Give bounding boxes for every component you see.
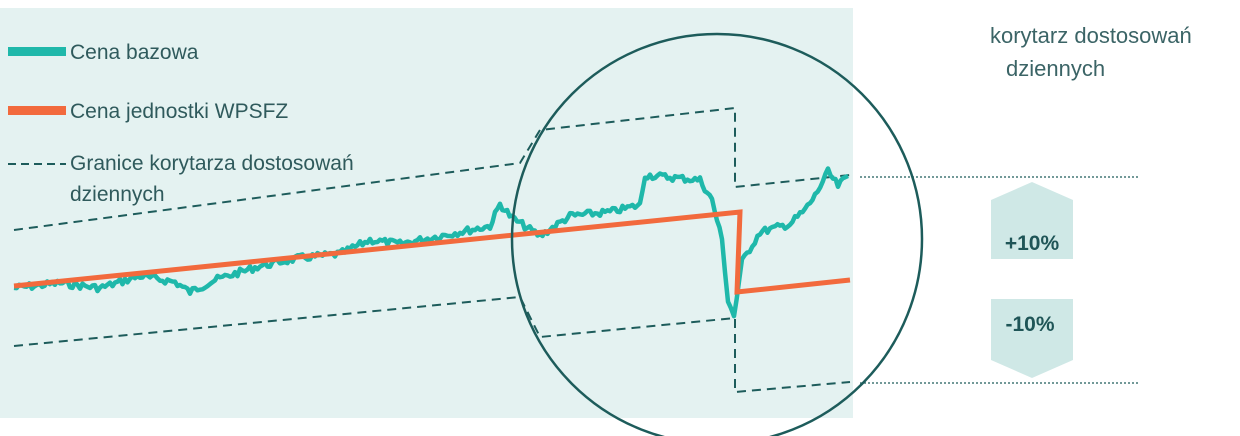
legend-label-unit-price: Cena jednostki WPSFZ: [70, 100, 288, 123]
corridor-bounds: [13, 106, 851, 394]
upper-badge-shape: [991, 182, 1073, 259]
legend-swatch-base-price: [8, 47, 66, 56]
side-label-line2: dziennych: [1006, 56, 1105, 81]
legend: Cena bazowa Cena jednostki WPSFZ Granice…: [8, 41, 354, 206]
side-label-line1: korytarz dostosowań: [990, 23, 1192, 48]
legend-label-bounds-line2: dziennych: [70, 183, 165, 206]
magnifier-circle: [510, 32, 924, 436]
legend-label-base-price: Cena bazowa: [70, 41, 199, 64]
legend-swatch-unit-price: [8, 106, 66, 115]
unit-price-line: [13, 209, 851, 295]
lower-badge-shape: [991, 299, 1073, 378]
lower-bound-line: [13, 295, 851, 394]
upper-bound-line: [13, 106, 851, 231]
base-price-line: [13, 166, 849, 319]
lower-badge: -10%: [991, 299, 1073, 378]
upper-badge: +10%: [991, 182, 1073, 259]
legend-label-bounds-line1: Granice korytarza dostosowań: [70, 152, 354, 175]
lower-badge-label: -10%: [1005, 313, 1054, 336]
upper-badge-label: +10%: [1005, 232, 1060, 255]
